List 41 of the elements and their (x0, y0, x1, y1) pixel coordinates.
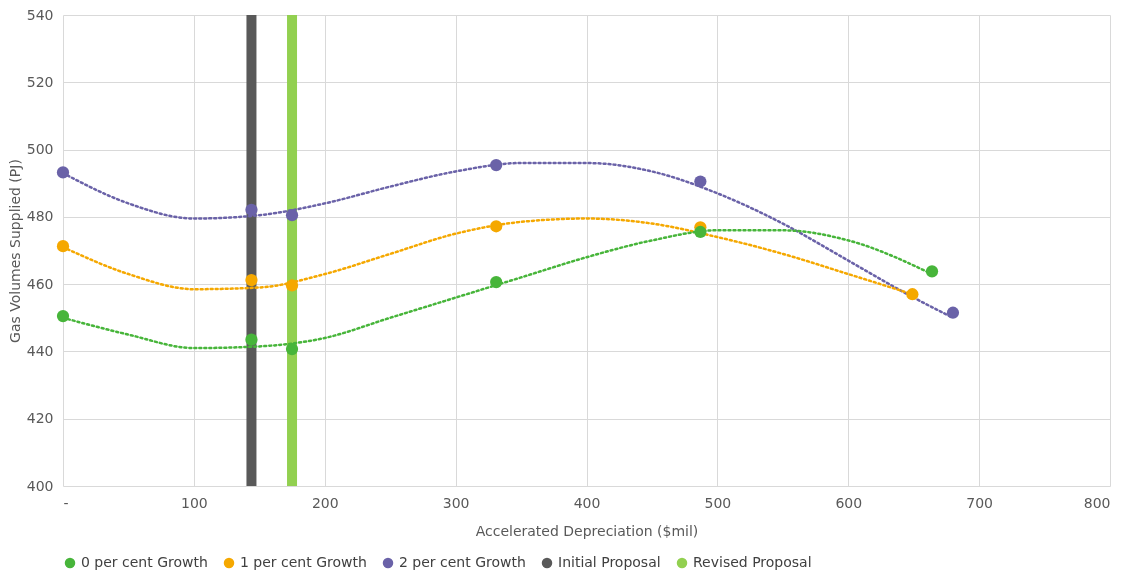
y-tick-label: 520 (26, 73, 54, 90)
point (925, 265, 939, 278)
point (285, 209, 299, 222)
point (946, 306, 960, 319)
point (245, 333, 258, 346)
x-tick-label: 600 (835, 494, 863, 511)
point (56, 309, 70, 323)
y-tick-label: 460 (26, 275, 54, 292)
legend-label: 1 per cent Growth (240, 554, 367, 570)
point (490, 276, 503, 289)
x-tick-label: - (63, 494, 69, 511)
y-tick-label: 440 (26, 342, 54, 359)
x-tick-label: 700 (966, 494, 993, 511)
point (694, 175, 707, 188)
point (490, 158, 503, 172)
point (245, 203, 258, 216)
y-tick-label: 500 (26, 141, 54, 158)
point (285, 279, 299, 292)
x-tick-label: 400 (573, 494, 601, 511)
point (490, 220, 503, 233)
point (906, 288, 919, 301)
x-axis-title: Accelerated Depreciation ($mil) (475, 522, 699, 539)
legend-label: 2 per cent Growth (399, 554, 526, 570)
x-tick-label: 300 (442, 494, 470, 511)
y-tick-label: 540 (26, 6, 54, 23)
x-tick-label: 100 (181, 494, 208, 511)
point (245, 273, 258, 287)
x-tick-label: 800 (1083, 494, 1111, 511)
legend-label: Revised Proposal (693, 554, 812, 570)
x-tick-label: 200 (311, 494, 339, 511)
x-tick-label: 500 (704, 494, 732, 511)
y-tick-label: 400 (26, 477, 54, 494)
y-axis-title: Gas Volumes Supplied (PJ) (6, 159, 23, 343)
point (56, 166, 70, 179)
point (56, 240, 70, 253)
point (694, 225, 707, 239)
y-tick-label: 420 (26, 410, 54, 427)
y-tick-label: 480 (26, 208, 54, 225)
legend-label: 0 per cent Growth (81, 554, 208, 570)
point (285, 342, 299, 356)
legend-label: Initial Proposal (558, 554, 661, 570)
